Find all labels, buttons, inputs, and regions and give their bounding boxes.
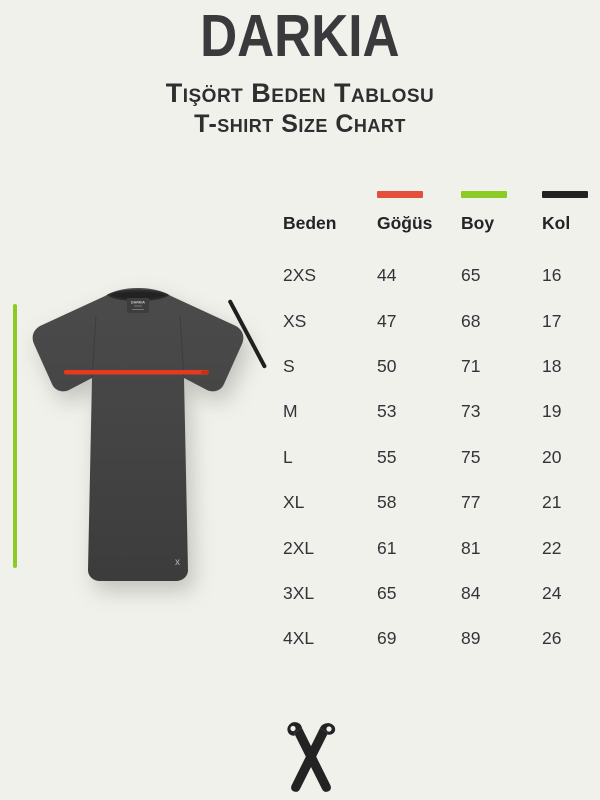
size-cell: 4XL xyxy=(283,628,315,649)
chest-cell: 58 xyxy=(377,492,397,513)
brand-logo-text: DARKIA xyxy=(200,2,400,70)
size-cell: S xyxy=(283,355,295,376)
chest-cell: 69 xyxy=(377,628,397,649)
size-cell: 2XS xyxy=(283,265,317,286)
size-cell: XS xyxy=(283,310,307,331)
length-legend-bar xyxy=(461,191,507,198)
length-cell: 73 xyxy=(461,401,481,422)
chest-cell: 55 xyxy=(377,446,397,467)
subtitle-english: T-shirt Size Chart xyxy=(194,110,406,138)
sleeve-cell: 24 xyxy=(542,582,562,603)
column-header-chest: Göğüs xyxy=(377,213,433,233)
tshirt-body xyxy=(32,288,244,581)
size-cell: XL xyxy=(283,492,305,513)
size-chart-table: Beden Göğüs Boy Kol 2XS 44 65 16 XS 47 6… xyxy=(283,191,595,662)
length-cell: 68 xyxy=(461,310,481,331)
sleeve-cell: 16 xyxy=(542,265,562,286)
sleeve-cell: 26 xyxy=(542,628,562,649)
sleeve-cell: 17 xyxy=(542,310,562,331)
column-header-size: Beden xyxy=(283,213,337,233)
tshirt-photo: DARKIA x xyxy=(32,288,244,581)
chest-cell: 44 xyxy=(377,265,397,286)
length-cell: 71 xyxy=(461,355,481,376)
length-cell: 89 xyxy=(461,628,481,649)
chest-cell: 50 xyxy=(377,355,397,376)
table-body: 2XS 44 65 16 XS 47 68 17 S 50 71 18 M 53… xyxy=(283,253,595,662)
size-cell: 2XL xyxy=(283,537,315,558)
column-header-sleeve: Kol xyxy=(542,213,571,233)
hem-mark: x xyxy=(175,557,180,568)
length-cell: 77 xyxy=(461,492,481,513)
chest-cell: 53 xyxy=(377,401,397,422)
size-cell: 3XL xyxy=(283,582,315,603)
size-cell: L xyxy=(283,446,293,467)
chest-measure-line xyxy=(64,370,209,375)
sleeve-cell: 21 xyxy=(542,492,562,513)
length-cell: 84 xyxy=(461,582,481,603)
size-cell: M xyxy=(283,401,298,422)
length-cell: 65 xyxy=(461,265,481,286)
sleeve-cell: 19 xyxy=(542,401,562,422)
subtitle-turkish: Tişört Beden Tablosu xyxy=(165,78,435,108)
sleeve-cell: 20 xyxy=(542,446,562,467)
sleeve-cell: 22 xyxy=(542,537,562,558)
chest-cell: 61 xyxy=(377,537,397,558)
sleeve-legend-bar xyxy=(542,191,588,198)
table-header-row: Beden Göğüs Boy Kol xyxy=(283,213,595,234)
length-measure-line xyxy=(13,304,17,568)
brand-logo: DARKIA xyxy=(0,2,600,70)
length-cell: 75 xyxy=(461,446,481,467)
chest-legend-bar xyxy=(377,191,423,198)
length-cell: 81 xyxy=(461,537,481,558)
column-header-length: Boy xyxy=(461,213,495,233)
brand-x-logo-icon xyxy=(287,722,336,792)
legend-bars-row xyxy=(283,191,595,199)
sleeve-cell: 18 xyxy=(542,355,562,376)
tshirt-figure: DARKIA x xyxy=(0,280,280,600)
neck-label-text: DARKIA xyxy=(131,301,145,305)
chest-cell: 65 xyxy=(377,582,397,603)
chest-cell: 47 xyxy=(377,310,397,331)
